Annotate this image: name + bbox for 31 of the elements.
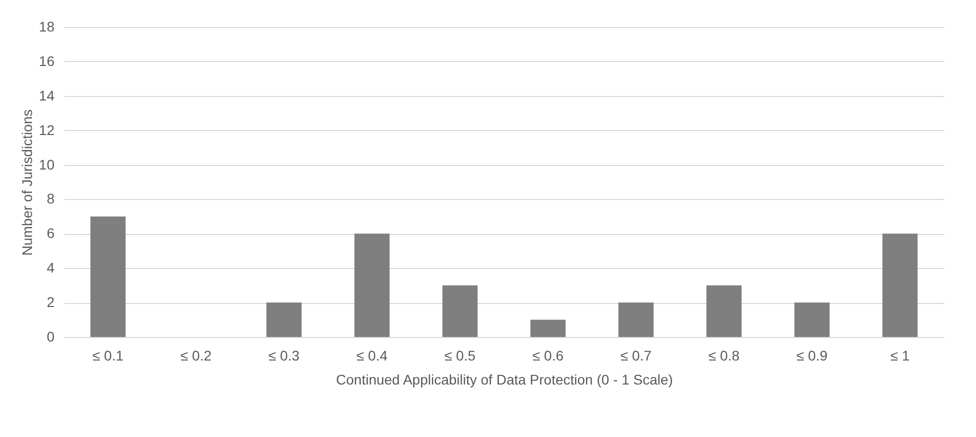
x-tick-label: ≤ 0.8 (708, 348, 740, 364)
y-tick-label: 4 (46, 260, 55, 276)
y-tick-label: 12 (38, 122, 55, 138)
bar (618, 302, 654, 337)
x-tick-label: ≤ 0.5 (444, 348, 476, 364)
bar (882, 234, 918, 337)
x-tick-label: ≤ 0.9 (796, 348, 828, 364)
y-tick-label: 0 (46, 328, 55, 344)
y-tick-label: 6 (46, 225, 55, 242)
x-tick-label: ≤ 0.6 (532, 348, 564, 364)
x-tick-label: ≤ 0.7 (620, 348, 652, 364)
y-tick-label: 2 (46, 294, 55, 310)
bar (442, 285, 478, 337)
bar (794, 302, 830, 337)
x-tick-label: ≤ 1 (890, 348, 910, 364)
bar (530, 320, 566, 337)
bar (90, 216, 126, 337)
x-tick-label: ≤ 0.1 (92, 348, 124, 364)
bar (354, 234, 390, 337)
x-tick-label: ≤ 0.2 (180, 348, 212, 364)
y-tick-label: 14 (38, 87, 55, 104)
y-axis-title: Number of Jurisdictions (18, 109, 35, 256)
y-tick-label: 16 (38, 52, 55, 69)
x-tick-label: ≤ 0.4 (356, 348, 388, 364)
x-tick-label: ≤ 0.3 (268, 348, 300, 364)
bar (266, 302, 302, 337)
bar (706, 285, 742, 337)
x-axis-title: Continued Applicability of Data Protection (0 - 1 Scale) (336, 372, 673, 388)
y-tick-label: 10 (38, 156, 55, 172)
y-tick-label: 18 (38, 18, 55, 34)
y-tick-label: 8 (46, 190, 55, 207)
